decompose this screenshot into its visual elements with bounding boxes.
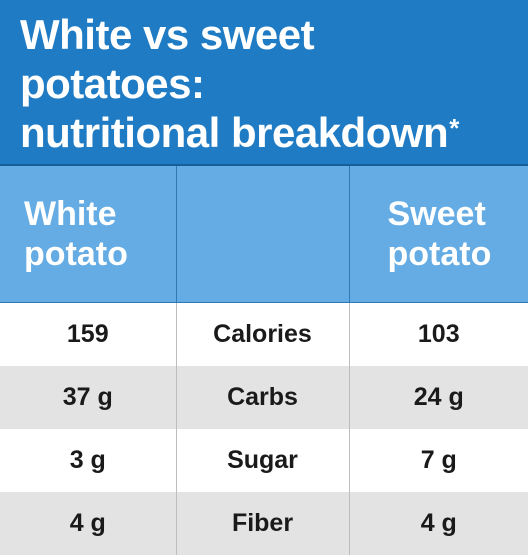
page-title: White vs sweet potatoes: nutritional bre… — [20, 10, 510, 157]
table-row: 4 g Fiber 4 g — [0, 492, 528, 555]
title-line-3-text: nutritional breakdown — [20, 109, 449, 156]
header-sweet-line-2: potato — [387, 235, 492, 273]
header-middle — [175, 166, 350, 303]
footnote-mark: * — [449, 113, 459, 143]
table-row: 37 g Carbs 24 g — [0, 366, 528, 429]
white-potato-value: 37 g — [0, 366, 177, 429]
header-white-potato: White potato — [0, 166, 177, 303]
title-banner: White vs sweet potatoes: nutritional bre… — [0, 0, 528, 166]
white-potato-value: 4 g — [0, 492, 177, 555]
table-body: 159 Calories 103 37 g Carbs 24 g 3 g Sug… — [0, 302, 528, 555]
title-line-3: nutritional breakdown* — [20, 108, 510, 157]
sweet-potato-value: 24 g — [348, 366, 528, 429]
table-header: White potato Sweet potato — [0, 166, 528, 303]
title-line-2: potatoes: — [20, 60, 205, 107]
header-white-line-2: potato — [24, 235, 128, 273]
sweet-potato-value: 7 g — [348, 429, 528, 492]
table-row: 159 Calories 103 — [0, 302, 528, 366]
table-row: 3 g Sugar 7 g — [0, 429, 528, 492]
white-potato-value: 159 — [0, 302, 177, 366]
header-sweet-potato: Sweet potato — [348, 166, 528, 303]
nutrition-table: White potato Sweet potato 159 Calories 1… — [0, 166, 528, 555]
header-white-line-1: White — [24, 195, 117, 233]
header-sweet-line-1: Sweet — [387, 195, 486, 233]
nutrient-label: Sugar — [175, 429, 350, 492]
white-potato-value: 3 g — [0, 429, 177, 492]
sweet-potato-value: 4 g — [348, 492, 528, 555]
sweet-potato-value: 103 — [348, 302, 528, 366]
header-row: White potato Sweet potato — [0, 166, 528, 303]
title-line-1: White vs sweet — [20, 11, 315, 58]
nutrient-label: Calories — [175, 302, 350, 366]
nutrient-label: Carbs — [175, 366, 350, 429]
nutrient-label: Fiber — [175, 492, 350, 555]
